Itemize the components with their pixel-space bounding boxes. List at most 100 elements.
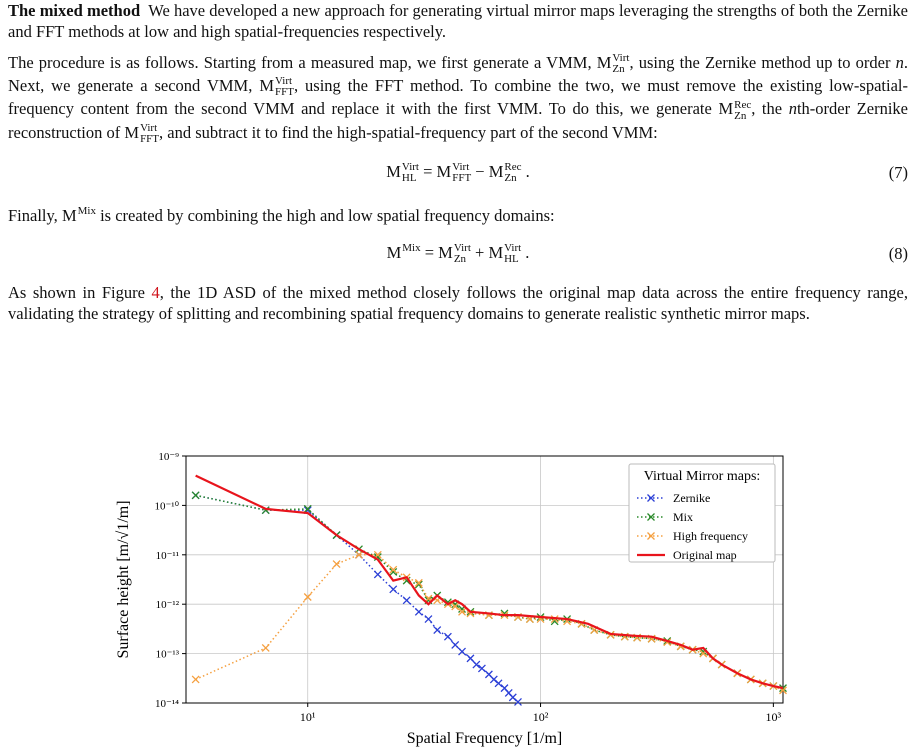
text-run: .: [521, 243, 530, 263]
text-run: . Next, we generate a second VMM,: [8, 53, 913, 96]
text-run: −: [471, 161, 489, 181]
subscript: FFT: [275, 86, 294, 99]
superscript: Virt: [452, 160, 470, 173]
equation-body: MMix = M Virt Zn + M Virt HL .: [387, 242, 530, 265]
math-variable: n: [788, 99, 797, 119]
text-run: We have developed a new approach for gen…: [8, 1, 913, 41]
subscript: Zn: [453, 253, 467, 266]
legend-label: High frequency: [673, 529, 748, 543]
y-tick-label: 10⁻¹¹: [156, 550, 179, 562]
script-stack: Virt FFT: [275, 76, 294, 98]
equation: M Virt HL = M Virt FFT − M Rec Zn . (7): [8, 155, 908, 191]
superscript: Mix: [402, 242, 421, 255]
data-point: [433, 626, 442, 634]
legend-marker: [647, 513, 655, 521]
data-point: [458, 647, 466, 656]
superscript: Virt: [453, 242, 471, 255]
script-stack: Virt Zn: [612, 53, 629, 75]
text-run: , using the FFT method. To combine the t…: [8, 76, 908, 119]
data-point: [451, 640, 460, 649]
data-point: [443, 632, 452, 641]
paragraph: The mixed method We have developed a new…: [8, 0, 908, 42]
equation: MMix = M Virt Zn + M Virt HL . (8): [8, 236, 908, 272]
script-stack: Virt HL: [504, 243, 521, 265]
math-symbol: MMix: [387, 242, 421, 262]
text-body: The mixed method We have developed a new…: [0, 0, 916, 324]
text-run: +: [470, 243, 489, 263]
text-run: As shown in Figure: [8, 282, 152, 302]
script-stack: Rec Zn: [734, 98, 752, 122]
math-symbol: M Virt HL: [386, 161, 419, 184]
data-point: [477, 664, 486, 673]
data-point: [402, 596, 411, 605]
math-symbol: M Virt FFT: [124, 121, 160, 145]
x-axis-label: Spatial Frequency [1/m]: [407, 730, 563, 747]
data-point: [514, 697, 522, 706]
series-line: [195, 554, 784, 692]
text-run: =: [420, 243, 439, 263]
bold-heading: The mixed method: [8, 1, 141, 20]
equation-number: (7): [888, 162, 908, 182]
script-stack: Virt FFT: [452, 160, 472, 184]
superscript: Rec: [734, 98, 752, 111]
superscript: Virt: [504, 242, 522, 255]
subscript: HL: [504, 253, 519, 266]
math-symbol: M Rec Zn: [718, 99, 751, 121]
data-point: [332, 560, 341, 569]
superscript: Virt: [140, 121, 158, 134]
series: [195, 474, 784, 690]
legend-marker: [647, 494, 655, 502]
math-symbol: M Virt HL: [488, 243, 521, 265]
math-symbol: MMix: [61, 205, 96, 225]
legend-box: [628, 463, 776, 563]
math-base: M: [124, 122, 140, 142]
legend-label: Mix: [673, 510, 693, 524]
superscript: Virt: [275, 75, 293, 88]
data-point: [261, 644, 270, 652]
text-run: .: [521, 161, 530, 181]
subscript: HL: [401, 171, 417, 184]
subscript: Zn: [612, 63, 625, 76]
math-base: M: [259, 76, 274, 96]
series-line: [195, 474, 784, 690]
math-base: M: [438, 243, 453, 263]
y-tick-label: 10⁻¹³: [156, 649, 180, 661]
math-base: M: [718, 99, 734, 119]
data-point: [451, 602, 460, 611]
math-symbol: M Virt FFT: [259, 76, 294, 98]
math-base: M: [596, 53, 612, 72]
legend-title: Virtual Mirror maps:: [644, 469, 761, 484]
data-point: [303, 504, 312, 513]
math-base: M: [61, 205, 77, 225]
data-point: [458, 607, 466, 616]
text-run: The procedure is as follows. Starting fr…: [8, 53, 597, 72]
subscript: FFT: [140, 132, 160, 145]
data-point: [389, 567, 398, 576]
y-tick-label: 10⁻¹⁴: [155, 698, 179, 710]
y-tick-label: 10⁻⁹: [158, 451, 179, 463]
paragraph: As shown in Figure 4, the 1D ASD of the …: [8, 282, 908, 324]
text-run: =: [418, 161, 437, 181]
chart: 10⁻¹⁴ 10⁻¹³ 10⁻¹² 10⁻¹¹ 10⁻¹⁰ 10⁻⁹ 10¹ 10² 10³ Sp…: [115, 451, 787, 747]
math-symbol: M Virt Zn: [438, 243, 471, 265]
legend-marker: [647, 532, 655, 540]
math-base: M: [386, 161, 401, 181]
text-run: , using the Zernike method up to order: [629, 53, 896, 72]
legend-label: Zernike: [673, 491, 710, 505]
script-stack: Virt Zn: [454, 243, 471, 265]
data-point: [191, 675, 200, 684]
data-point: [494, 679, 503, 688]
x-tick-label: 10¹: [300, 710, 316, 724]
series: [191, 550, 787, 695]
paragraph: The procedure is as follows. Starting fr…: [8, 52, 908, 145]
subscript: FFT: [452, 171, 472, 184]
script-stack: Virt HL: [401, 161, 419, 184]
y-tick-label: 10⁻¹²: [156, 599, 180, 611]
x-tick-label: 10²: [533, 710, 549, 724]
math-symbol: M Virt FFT: [437, 160, 472, 184]
text-run: , the: [751, 99, 789, 119]
data-point: [191, 491, 200, 500]
legend-label: Original map: [673, 548, 737, 562]
script-stack: Virt FFT: [140, 121, 160, 145]
